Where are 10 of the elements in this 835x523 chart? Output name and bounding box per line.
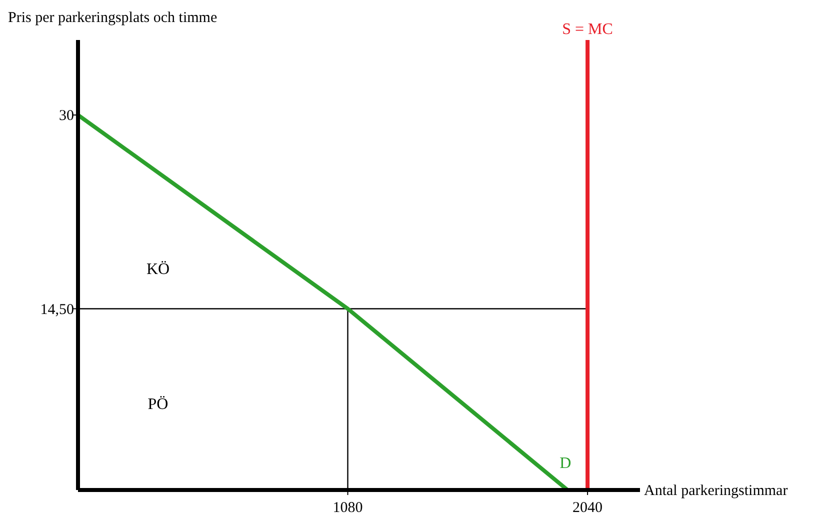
x-tick-label: 2040: [572, 500, 603, 516]
annotation: KÖ: [146, 261, 170, 278]
series-label: D: [560, 455, 572, 472]
annotation: PÖ: [148, 396, 168, 413]
series-label: S = MC: [562, 21, 613, 38]
y-tick-label: 30: [59, 108, 74, 124]
x-axis-title: Antal parkeringstimmar: [644, 483, 788, 499]
x-tick-label: 1080: [332, 500, 363, 516]
y-tick-label: 14,50: [40, 302, 74, 318]
y-axis-title: Pris per parkeringsplats och timme: [8, 10, 218, 26]
